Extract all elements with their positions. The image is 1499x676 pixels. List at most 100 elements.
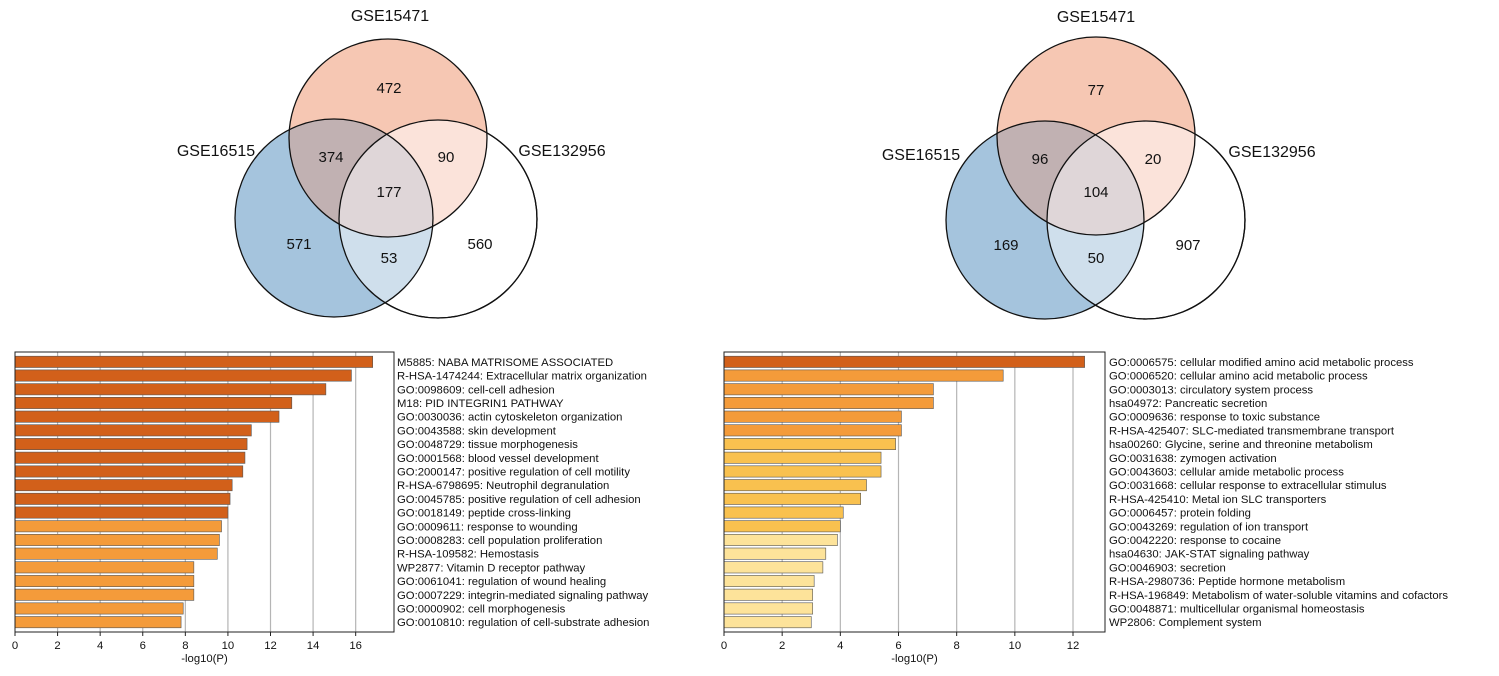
- venn2-outline-gse16515: [945, 120, 1145, 320]
- term-label: GO:0000902: cell morphogenesis: [397, 603, 566, 615]
- bar: [723, 547, 827, 560]
- bar: [723, 520, 841, 533]
- x-tick-label: 0: [12, 640, 18, 652]
- x-tick-label: 10: [1009, 640, 1022, 652]
- venn2-label-gse132956: GSE132956: [1228, 144, 1315, 161]
- x-axis-label: -log10(P): [181, 653, 228, 665]
- term-label: WP2877: Vitamin D receptor pathway: [397, 562, 586, 574]
- x-tick-label: 12: [1067, 640, 1080, 652]
- term-label: GO:0045785: positive regulation of cell …: [397, 494, 641, 506]
- term-label: GO:0043269: regulation of ion transport: [1109, 521, 1309, 533]
- venn2-count-15471-only: 77: [1088, 82, 1105, 99]
- x-tick-label: 10: [222, 640, 235, 652]
- venn1-count-16515-132956: 53: [381, 250, 398, 267]
- bar: [723, 438, 896, 450]
- term-label: R-HSA-425407: SLC-mediated transmembrane…: [1109, 425, 1395, 437]
- x-tick-label: 0: [721, 640, 727, 652]
- term-label: GO:0006520: cellular amino acid metaboli…: [1109, 371, 1368, 383]
- venn2-label-gse16515: GSE16515: [882, 147, 960, 164]
- term-label: GO:0046903: secretion: [1109, 562, 1226, 574]
- bar: [723, 424, 902, 437]
- bar: [723, 383, 934, 396]
- venn1-count-15471-16515: 374: [318, 149, 343, 166]
- bar: [14, 355, 374, 368]
- term-label: R-HSA-196849: Metabolism of water-solubl…: [1109, 590, 1448, 602]
- term-label: R-HSA-1474244: Extracellular matrix orga…: [397, 371, 647, 383]
- bar: [723, 602, 814, 615]
- bar: [14, 383, 327, 396]
- bar: [723, 616, 812, 629]
- term-label: GO:0009611: response to wounding: [397, 521, 578, 533]
- term-label: GO:0042220: response to cocaine: [1109, 535, 1281, 547]
- plot-frame: [723, 351, 1106, 633]
- term-label: R-HSA-6798695: Neutrophil degranulation: [397, 480, 609, 492]
- term-label: hsa00260: Glycine, serine and threonine …: [1109, 439, 1373, 451]
- term-label: R-HSA-109582: Hemostasis: [397, 549, 539, 561]
- term-label: R-HSA-2980736: Peptide hormone metabolis…: [1109, 576, 1345, 588]
- venn1-count-15471-only: 472: [376, 80, 401, 97]
- bar: [14, 451, 246, 464]
- term-label: GO:0003013: circulatory system process: [1109, 384, 1313, 396]
- x-axis-label: -log10(P): [891, 653, 938, 665]
- venn2-count-132956-only: 907: [1175, 237, 1200, 254]
- bar: [14, 424, 252, 437]
- venn1-outline-gse16515: [234, 118, 434, 318]
- term-label: GO:0006457: protein folding: [1109, 508, 1251, 520]
- bar: [14, 396, 293, 409]
- bar: [723, 410, 902, 423]
- bar: [14, 465, 244, 478]
- x-tick-label: 4: [837, 640, 843, 652]
- term-label: GO:0048871: multicellular organismal hom…: [1109, 603, 1365, 615]
- venn2-outline-gse15471: [996, 36, 1196, 236]
- bar: [723, 492, 861, 505]
- x-tick-label: 8: [182, 640, 188, 652]
- x-tick-label: 12: [264, 640, 277, 652]
- term-label: M18: PID INTEGRIN1 PATHWAY: [397, 398, 564, 410]
- venn2-label-gse15471: GSE15471: [1057, 9, 1135, 26]
- bar: [14, 575, 195, 588]
- bar: [14, 520, 222, 533]
- term-label: WP2806: Complement system: [1109, 617, 1262, 629]
- x-tick-label: 14: [307, 640, 320, 652]
- bar: [14, 369, 352, 382]
- venn1-label-gse132956: GSE132956: [518, 143, 605, 160]
- term-label: M5885: NABA MATRISOME ASSOCIATED: [397, 357, 613, 369]
- term-label: GO:2000147: positive regulation of cell …: [397, 466, 630, 478]
- bar: [723, 355, 1085, 368]
- term-label: GO:0031638: zymogen activation: [1109, 453, 1277, 465]
- bar: [14, 547, 218, 560]
- venn2-count-15471-132956: 20: [1145, 151, 1162, 168]
- bar: [14, 479, 233, 492]
- term-label: GO:0018149: peptide cross-linking: [397, 508, 571, 520]
- term-label: R-HSA-425410: Metal ion SLC transporters: [1109, 494, 1327, 506]
- term-label: GO:0098609: cell-cell adhesion: [397, 384, 555, 396]
- x-tick-label: 6: [895, 640, 901, 652]
- venn1-label-gse15471: GSE15471: [351, 8, 429, 25]
- bar: [14, 438, 248, 450]
- term-label: GO:0001568: blood vessel development: [397, 453, 599, 465]
- bar: [14, 410, 280, 423]
- x-tick-label: 2: [54, 640, 60, 652]
- venn1-label-gse16515: GSE16515: [177, 143, 255, 160]
- venn1-count-15471-132956: 90: [438, 149, 455, 166]
- venn2-outline-gse132956: [1046, 120, 1246, 320]
- bar: [14, 588, 195, 601]
- bar-chart-1: M5885: NABA MATRISOME ASSOCIATED R-HSA-14…: [12, 351, 649, 665]
- term-label: GO:0007229: integrin-mediated signaling …: [397, 590, 649, 602]
- x-tick-label: 6: [140, 640, 146, 652]
- venn1-count-16515-only: 571: [286, 236, 311, 253]
- bar: [723, 561, 824, 574]
- venn1-count-all: 177: [376, 184, 401, 201]
- term-label: GO:0008283: cell population proliferatio…: [397, 535, 602, 547]
- bar: [723, 396, 934, 409]
- plot-frame: [14, 351, 395, 633]
- bar: [14, 506, 229, 519]
- bar: [723, 479, 867, 492]
- bar: [723, 451, 882, 464]
- term-label: GO:0048729: tissue morphogenesis: [397, 439, 578, 451]
- term-label: hsa04630: JAK-STAT signaling pathway: [1109, 549, 1310, 561]
- term-label: GO:0043603: cellular amide metabolic pro…: [1109, 466, 1344, 478]
- bar: [723, 588, 814, 601]
- x-tick-label: 2: [779, 640, 785, 652]
